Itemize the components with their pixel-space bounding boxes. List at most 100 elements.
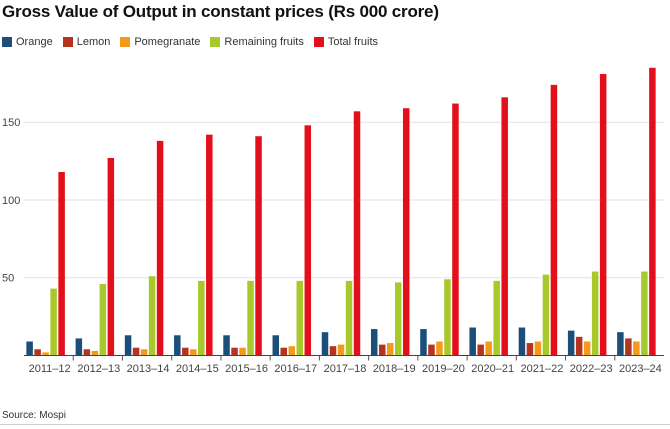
bar-total-fruits-2012-13 [107, 157, 115, 356]
y-tick-label-150: 150 [2, 117, 20, 129]
x-tick-label-2020-21: 2020–21 [471, 363, 514, 375]
bar-remaining-fruits-2023-24 [641, 271, 648, 356]
bar-remaining-fruits-2022-23 [591, 271, 599, 356]
bar-orange-2013-14 [124, 335, 132, 356]
bar-pomegranate-2018-19 [386, 343, 394, 356]
bar-orange-2016-17 [272, 335, 280, 356]
bar-orange-2021-22 [518, 327, 526, 356]
x-tick-label-2014-15: 2014–15 [176, 363, 219, 375]
bar-orange-2020-21 [469, 327, 476, 356]
bar-orange-2022-23 [567, 330, 575, 356]
bar-orange-2015-16 [223, 335, 230, 356]
x-tick-label-2012-13: 2012–13 [77, 363, 120, 375]
bar-remaining-fruits-2021-22 [542, 274, 550, 356]
bar-total-fruits-2021-22 [550, 84, 558, 356]
bar-remaining-fruits-2012-13 [99, 283, 107, 356]
legend-swatch-total-fruits [313, 37, 324, 47]
bar-pomegranate-2011-12 [42, 352, 49, 356]
bar-orange-2018-19 [370, 329, 378, 356]
bar-total-fruits-2022-23 [599, 73, 607, 356]
legend-item-remaining-fruits: Remaining fruits [210, 36, 304, 48]
x-tick-label-2021-22: 2021–22 [521, 363, 564, 375]
x-tick-label-2013-14: 2013–14 [127, 363, 170, 375]
bar-total-fruits-2020-21 [501, 97, 508, 356]
chart-title: Gross Value of Output in constant prices… [2, 2, 439, 21]
bar-lemon-2013-14 [132, 347, 140, 356]
chart-legend: Orange Lemon Pomegranate Remaining fruit… [2, 36, 378, 48]
bar-total-fruits-2018-19 [402, 108, 410, 356]
bar-pomegranate-2013-14 [140, 349, 148, 356]
bottom-divider [0, 424, 670, 425]
bar-remaining-fruits-2020-21 [493, 280, 500, 356]
legend-swatch-orange [2, 37, 12, 47]
bar-pomegranate-2014-15 [190, 349, 197, 356]
x-tick-label-2019-20: 2019–20 [422, 363, 465, 375]
x-tick-label-2022-23: 2022–23 [570, 363, 613, 375]
bar-pomegranate-2019-20 [436, 341, 443, 356]
bar-total-fruits-2011-12 [58, 171, 65, 356]
bar-orange-2017-18 [321, 332, 329, 356]
bar-pomegranate-2023-24 [633, 341, 640, 356]
legend-item-total-fruits: Total fruits [313, 36, 379, 48]
bar-total-fruits-2015-16 [255, 136, 262, 356]
bar-lemon-2015-16 [231, 347, 238, 356]
bar-lemon-2011-12 [34, 349, 41, 356]
legend-swatch-remaining-fruits [210, 37, 221, 47]
bar-lemon-2022-23 [575, 336, 583, 356]
legend-item-orange: Orange [2, 36, 53, 48]
bar-lemon-2016-17 [280, 347, 288, 356]
y-tick-label-50: 50 [2, 273, 14, 285]
bar-pomegranate-2021-22 [534, 341, 542, 356]
legend-item-pomegranate: Pomegranate [120, 36, 200, 48]
bar-pomegranate-2020-21 [485, 341, 492, 356]
bar-orange-2012-13 [75, 338, 83, 356]
bar-pomegranate-2017-18 [337, 344, 345, 356]
legend-swatch-pomegranate [120, 37, 131, 47]
bar-orange-2014-15 [174, 335, 181, 356]
bar-lemon-2019-20 [428, 344, 435, 356]
bar-remaining-fruits-2011-12 [50, 288, 57, 356]
bar-remaining-fruits-2018-19 [394, 282, 402, 356]
bar-total-fruits-2023-24 [649, 67, 656, 356]
bar-total-fruits-2016-17 [304, 125, 312, 356]
bar-pomegranate-2015-16 [239, 347, 246, 356]
legend-label-pomegranate: Pomegranate [134, 36, 201, 48]
legend-label-total-fruits: Total fruits [327, 36, 379, 48]
source-note: Source: Mospi [2, 410, 66, 421]
bar-remaining-fruits-2019-20 [444, 279, 451, 356]
bar-lemon-2021-22 [526, 343, 534, 356]
bar-lemon-2023-24 [625, 338, 632, 356]
bar-lemon-2017-18 [329, 346, 337, 356]
y-tick-label-100: 100 [2, 195, 20, 207]
bar-remaining-fruits-2016-17 [296, 280, 304, 356]
bar-pomegranate-2016-17 [288, 346, 296, 356]
bar-lemon-2014-15 [182, 347, 189, 356]
bar-total-fruits-2013-14 [156, 140, 164, 356]
legend-swatch-lemon [62, 37, 73, 47]
legend-label-remaining-fruits: Remaining fruits [224, 36, 304, 48]
legend-item-lemon: Lemon [62, 36, 111, 48]
bar-pomegranate-2022-23 [583, 341, 591, 356]
x-tick-label-2015-16: 2015–16 [225, 363, 268, 375]
x-tick-label-2023-24: 2023–24 [619, 363, 662, 375]
bar-lemon-2018-19 [378, 344, 386, 356]
bar-remaining-fruits-2015-16 [247, 280, 254, 356]
x-tick-label-2017-18: 2017–18 [324, 363, 367, 375]
x-tick-label-2011-12: 2011–12 [29, 363, 71, 375]
x-tick-label-2016-17: 2016–17 [274, 363, 317, 375]
bar-lemon-2012-13 [83, 349, 91, 356]
x-tick-label-2018-19: 2018–19 [373, 363, 416, 375]
bar-total-fruits-2017-18 [353, 111, 361, 356]
bar-lemon-2020-21 [477, 344, 484, 356]
bar-total-fruits-2019-20 [452, 103, 459, 356]
bar-pomegranate-2012-13 [91, 350, 99, 356]
bar-remaining-fruits-2014-15 [198, 280, 205, 356]
bar-orange-2019-20 [420, 329, 427, 356]
legend-label-lemon: Lemon [76, 36, 111, 48]
bar-total-fruits-2014-15 [206, 134, 213, 356]
bar-remaining-fruits-2017-18 [345, 280, 353, 356]
bar-orange-2023-24 [617, 332, 624, 356]
bar-orange-2011-12 [26, 341, 33, 356]
bar-remaining-fruits-2013-14 [148, 276, 156, 356]
